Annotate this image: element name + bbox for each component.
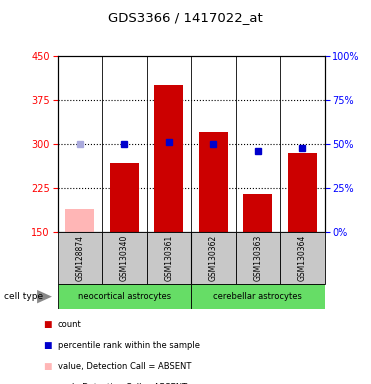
- Bar: [243, 194, 272, 232]
- Bar: [147, 232, 191, 284]
- Bar: [288, 153, 317, 232]
- Text: GSM130340: GSM130340: [120, 235, 129, 281]
- Text: GSM130363: GSM130363: [253, 235, 262, 281]
- Text: cell type: cell type: [4, 292, 43, 301]
- Text: GSM130362: GSM130362: [209, 235, 218, 281]
- Text: GSM128874: GSM128874: [75, 235, 84, 281]
- Text: ■: ■: [43, 362, 51, 371]
- Bar: [236, 232, 280, 284]
- Text: ■: ■: [43, 320, 51, 329]
- Bar: [154, 85, 183, 232]
- Bar: [191, 284, 325, 309]
- Text: cerebellar astrocytes: cerebellar astrocytes: [213, 292, 302, 301]
- Bar: [110, 163, 139, 232]
- Text: rank, Detection Call = ABSENT: rank, Detection Call = ABSENT: [58, 383, 187, 384]
- Text: neocortical astrocytes: neocortical astrocytes: [78, 292, 171, 301]
- Text: count: count: [58, 320, 81, 329]
- Text: GDS3366 / 1417022_at: GDS3366 / 1417022_at: [108, 11, 263, 24]
- Bar: [65, 209, 94, 232]
- Text: ■: ■: [43, 341, 51, 350]
- Bar: [58, 284, 191, 309]
- Text: percentile rank within the sample: percentile rank within the sample: [58, 341, 200, 350]
- Text: GSM130361: GSM130361: [164, 235, 173, 281]
- Bar: [58, 232, 102, 284]
- Text: GSM130364: GSM130364: [298, 235, 307, 281]
- Polygon shape: [37, 290, 52, 303]
- Text: value, Detection Call = ABSENT: value, Detection Call = ABSENT: [58, 362, 191, 371]
- Bar: [199, 132, 228, 232]
- Bar: [102, 232, 147, 284]
- Text: ■: ■: [43, 383, 51, 384]
- Bar: [280, 232, 325, 284]
- Bar: [191, 232, 236, 284]
